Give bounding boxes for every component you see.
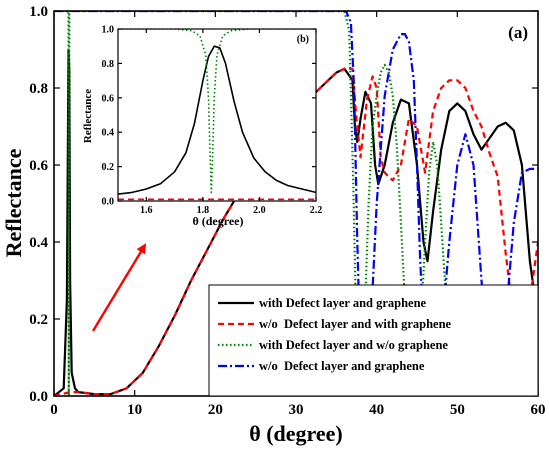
main-y-tick-label-0: 0.0 — [29, 389, 48, 405]
inset-background — [118, 29, 316, 201]
inset-x-tick-label-0: 1.6 — [140, 205, 153, 216]
inset-panel-b: 1.6 1.8 2.0 2.2 0.0 0.2 0.4 0.6 0.8 1.0 (b) θ (de… — [82, 25, 322, 229]
legend: with Defect layer and graphene w/o Defec… — [208, 284, 539, 397]
inset-x-axis-label: θ (degree) — [192, 214, 243, 228]
legend-label-2: with Defect layer and w/o graphene — [259, 338, 448, 352]
main-x-tick-label-0: 0 — [50, 402, 58, 418]
panel-label-a: (a) — [508, 23, 528, 42]
inset-x-tick-label-1: 1.8 — [197, 205, 210, 216]
main-y-tick-label-5: 1.0 — [29, 4, 48, 20]
inset-x-tick-label-3: 2.2 — [310, 205, 323, 216]
legend-label-1: w/o Defect layer and with graphene — [259, 317, 452, 331]
main-y-tick-label-1: 0.2 — [29, 312, 48, 328]
panel-label-b: (b) — [297, 34, 309, 45]
main-x-tick-label-4: 40 — [369, 402, 384, 418]
annotation-arrow — [91, 243, 147, 332]
y-axis-label: Reflectance — [1, 148, 26, 257]
inset-y-tick-label-5: 1.0 — [102, 25, 115, 36]
main-x-tick-label-6: 60 — [531, 402, 546, 418]
inset-y-tick-label-0: 0.0 — [102, 197, 115, 208]
inset-y-tick-label-1: 0.2 — [102, 162, 115, 173]
main-x-tick-label-2: 20 — [208, 402, 223, 418]
inset-y-tick-label-4: 0.8 — [102, 59, 115, 70]
legend-box — [208, 284, 539, 397]
main-x-tick-label-1: 10 — [127, 402, 142, 418]
legend-label-0: with Defect layer and graphene — [259, 296, 427, 310]
inset-series-group — [118, 29, 316, 201]
inset-y-tick-label-2: 0.4 — [102, 128, 115, 139]
main-y-tick-label-4: 0.8 — [29, 81, 48, 97]
inset-x-tick-label-2: 2.0 — [253, 205, 266, 216]
main-y-tick-label-3: 0.6 — [29, 158, 48, 174]
inset-y-axis-label: Reflectance — [82, 89, 94, 143]
main-y-tick-label-2: 0.4 — [29, 235, 48, 251]
inset-plot-frame — [117, 28, 317, 202]
main-series-line-3 — [54, 11, 538, 394]
main-x-tick-label-5: 50 — [450, 402, 465, 418]
inset-series-line-0 — [118, 45, 316, 195]
inset-axes: 1.6 1.8 2.0 2.2 0.0 0.2 0.4 0.6 0.8 1.0 — [102, 25, 323, 217]
x-axis-label: θ (degree) — [249, 421, 343, 446]
main-x-tick-label-3: 30 — [289, 402, 304, 418]
legend-label-3: w/o Defect layer and graphene — [259, 359, 425, 373]
inset-y-tick-label-3: 0.6 — [102, 93, 115, 104]
inset-series-line-2 — [118, 29, 316, 194]
main-series-line-1 — [54, 67, 538, 396]
